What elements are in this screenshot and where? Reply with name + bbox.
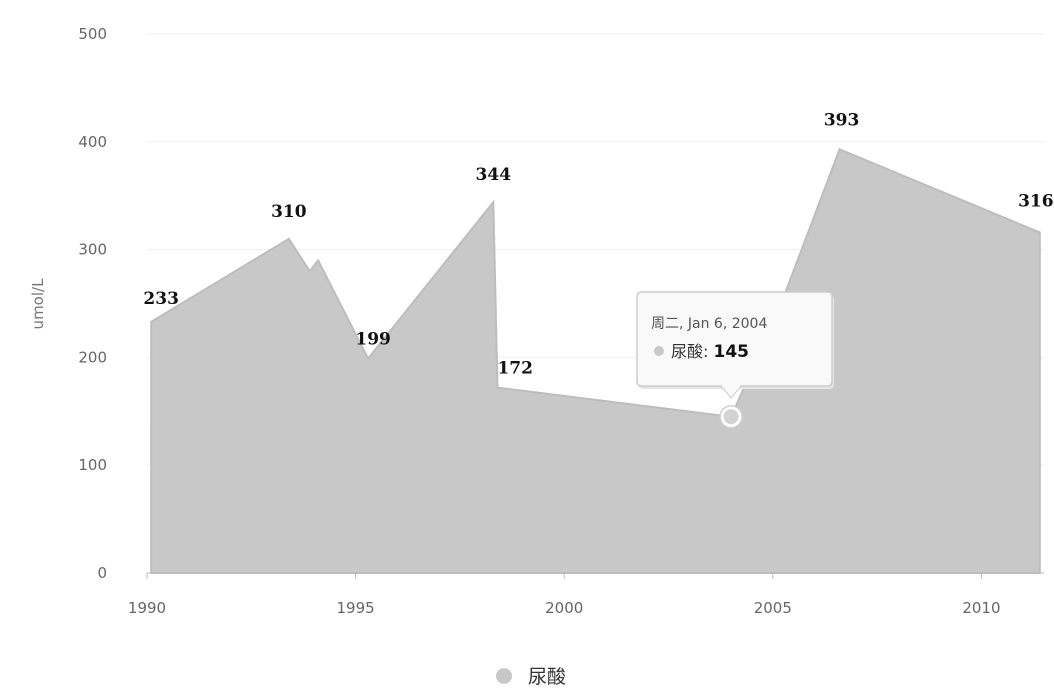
- x-tick-label: 1995: [337, 599, 375, 617]
- x-tick-label: 2000: [545, 599, 583, 617]
- tooltip-date: 周二, Jan 6, 2004: [651, 316, 767, 332]
- data-label: 310: [271, 202, 307, 222]
- x-tick-label: 2005: [754, 599, 792, 617]
- area-path: [150, 147, 1041, 574]
- tooltip: 周二, Jan 6, 2004 尿酸: 145: [636, 291, 834, 429]
- legend-label[interactable]: 尿酸: [528, 666, 566, 688]
- y-tick-label: 100: [78, 456, 107, 474]
- data-label: 199: [355, 329, 391, 349]
- legend[interactable]: 尿酸: [496, 666, 566, 688]
- x-tick-label: 2010: [962, 599, 1000, 617]
- hover-marker-ring: [719, 404, 743, 429]
- data-label: 172: [497, 359, 533, 379]
- hover-marker[interactable]: [720, 406, 742, 428]
- y-tick-label: 0: [97, 564, 107, 582]
- y-tick-label: 200: [78, 348, 107, 366]
- data-label: 393: [824, 110, 860, 130]
- data-label: 344: [476, 165, 512, 185]
- tooltip-pointer-join: [722, 384, 741, 387]
- tooltip-pointer: [720, 385, 743, 399]
- x-tick-label: 1990: [128, 599, 166, 617]
- axes: 0 100 200 300 400 500 1990 1995 2000 2005 2010 umol…: [29, 25, 1044, 617]
- legend-marker[interactable]: [496, 668, 512, 684]
- series-area: [150, 147, 1041, 574]
- y-axis-label: umol/L: [29, 278, 47, 330]
- tooltip-box: [636, 291, 833, 387]
- tooltip-series-name: 尿酸: 145: [671, 342, 749, 362]
- y-tick-label: 300: [78, 241, 107, 259]
- tooltip-series-dot: [654, 346, 664, 356]
- y-tick-label: 400: [78, 133, 107, 151]
- data-label: 316: [1018, 191, 1054, 211]
- data-label: 233: [143, 289, 179, 309]
- y-tick-label: 500: [78, 25, 107, 43]
- tooltip-value: 145: [713, 342, 749, 362]
- data-labels: 233 310 199 344 172 393 316: [143, 110, 1053, 378]
